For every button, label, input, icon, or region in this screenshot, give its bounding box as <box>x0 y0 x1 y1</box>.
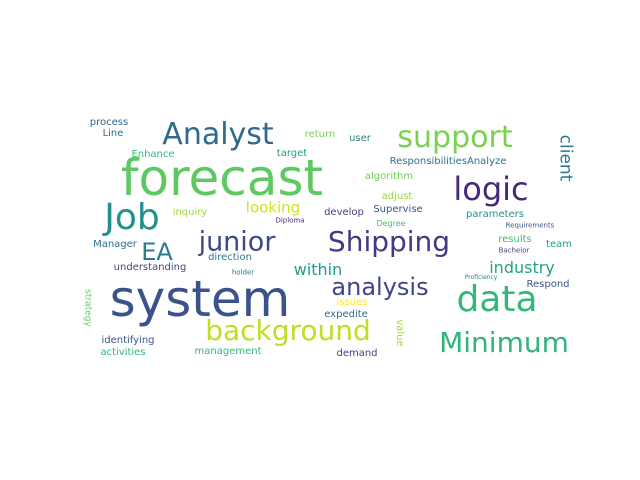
word-understanding: understanding <box>113 262 187 273</box>
word-demand: demand <box>336 348 378 359</box>
word-expedite: expedite <box>324 309 368 320</box>
word-respond: Respond <box>526 279 570 290</box>
word-team: team <box>546 239 572 250</box>
word-target: target <box>276 148 308 159</box>
word-analyst: Analyst <box>162 117 274 152</box>
word-looking: looking <box>245 198 301 217</box>
word-return: return <box>304 129 336 140</box>
word-system: system <box>109 270 291 328</box>
word-process: process <box>89 117 129 128</box>
word-shipping: Shipping <box>327 225 451 258</box>
word-responsibilitiesanalyze: ResponsibilitiesAnalyze <box>389 156 507 167</box>
word-value: value <box>394 319 405 347</box>
word-adjust: adjust <box>381 191 413 202</box>
word-algorithm: algorithm <box>364 171 414 182</box>
word-manager: Manager <box>93 239 137 250</box>
word-within: within <box>293 260 343 279</box>
word-ea: EA <box>141 238 173 266</box>
word-background: background <box>205 314 371 347</box>
word-support: support <box>397 120 513 155</box>
word-bachelor: Bachelor <box>498 246 530 255</box>
word-holder: holder <box>231 268 255 277</box>
word-minimum: Minimum <box>439 326 569 359</box>
word-issues: issues <box>336 297 368 308</box>
word-analysis: analysis <box>331 273 429 301</box>
word-data: data <box>456 279 538 320</box>
word-proficiency: Proficiency <box>464 274 498 281</box>
word-logic: logic <box>453 170 529 208</box>
word-client: client <box>555 134 576 182</box>
word-degree: Degree <box>376 219 406 228</box>
word-results: results <box>498 234 532 245</box>
word-enhance: Enhance <box>131 149 175 160</box>
word-activities: activities <box>100 347 146 358</box>
word-line: Line <box>102 128 124 139</box>
word-junior: junior <box>198 226 276 258</box>
word-requirements: Requirements <box>505 221 555 230</box>
word-supervise: Supervise <box>373 204 423 215</box>
word-management: management <box>194 346 262 357</box>
word-strategy: strategy <box>82 289 93 327</box>
word-diploma: Diploma <box>275 216 305 225</box>
word-user: user <box>349 133 371 144</box>
word-direction: direction <box>208 252 252 263</box>
word-parameters: parameters <box>465 209 525 220</box>
word-job: Job <box>104 197 160 238</box>
word-forecast: forecast <box>120 149 324 207</box>
word-industry: industry <box>489 258 555 277</box>
word-inquiry: inquiry <box>172 207 208 218</box>
word-develop: develop <box>324 207 364 218</box>
word-identifying: identifying <box>101 335 155 346</box>
